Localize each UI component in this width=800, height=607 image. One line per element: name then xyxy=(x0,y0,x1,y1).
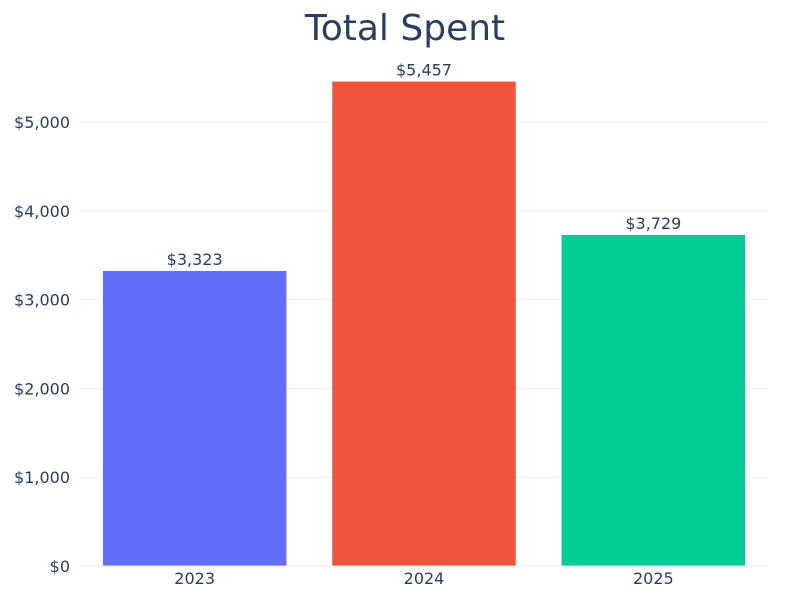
y-axis-ticks: $0 $1,000 $2,000 $3,000 $4,000 $5,000 xyxy=(14,113,70,576)
bar-2025[interactable] xyxy=(561,234,746,566)
x-tick-label: 2025 xyxy=(633,569,674,588)
data-label: $5,457 xyxy=(396,61,452,80)
y-tick-label: $1,000 xyxy=(14,468,70,487)
data-label: $3,323 xyxy=(167,250,223,269)
chart-title: Total Spent xyxy=(304,8,505,49)
x-axis-ticks: 2023 2024 2025 xyxy=(174,569,673,588)
bars xyxy=(102,81,746,566)
y-tick-label: $3,000 xyxy=(14,291,70,310)
data-label: $3,729 xyxy=(625,214,681,233)
y-tick-label: $4,000 xyxy=(14,202,70,221)
y-tick-label: $2,000 xyxy=(14,379,70,398)
bar-2023[interactable] xyxy=(102,271,287,566)
x-tick-label: 2023 xyxy=(174,569,215,588)
x-tick-label: 2024 xyxy=(404,569,445,588)
bar-2024[interactable] xyxy=(332,81,516,566)
data-labels: $3,323 $5,457 $3,729 xyxy=(167,61,682,269)
y-tick-label: $0 xyxy=(50,557,70,576)
y-tick-label: $5,000 xyxy=(14,113,70,132)
